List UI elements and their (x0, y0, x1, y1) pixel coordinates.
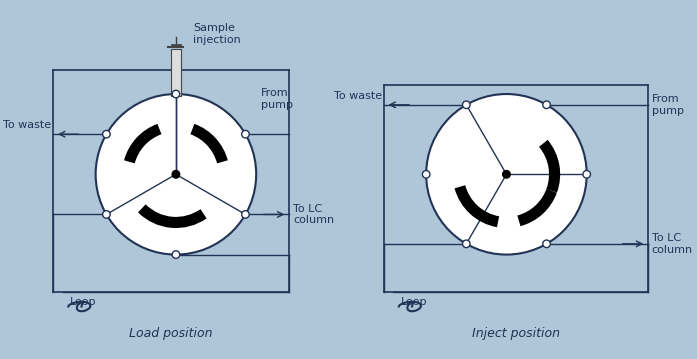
Circle shape (543, 101, 551, 108)
Circle shape (463, 101, 470, 108)
Text: To waste: To waste (334, 91, 382, 101)
Text: Load position: Load position (130, 327, 213, 340)
Circle shape (95, 94, 256, 255)
Text: To LC
column: To LC column (293, 204, 334, 225)
Circle shape (172, 171, 180, 178)
Bar (171, 49, 181, 96)
Text: Loop: Loop (401, 297, 427, 307)
Text: Sample
injection: Sample injection (193, 23, 240, 45)
Circle shape (172, 251, 180, 258)
Text: To waste: To waste (3, 120, 52, 130)
Text: Inject position: Inject position (472, 327, 560, 340)
Text: Loop: Loop (70, 297, 97, 307)
Text: From
pump: From pump (652, 94, 684, 116)
Text: From
pump: From pump (261, 88, 293, 109)
Circle shape (172, 90, 180, 98)
Circle shape (102, 211, 110, 218)
Circle shape (242, 211, 250, 218)
Circle shape (422, 171, 430, 178)
Circle shape (503, 171, 510, 178)
Circle shape (102, 130, 110, 138)
Circle shape (543, 240, 551, 248)
Circle shape (426, 94, 587, 255)
Circle shape (242, 130, 250, 138)
Text: To LC
column: To LC column (652, 233, 693, 255)
Circle shape (463, 240, 470, 248)
Circle shape (583, 171, 590, 178)
